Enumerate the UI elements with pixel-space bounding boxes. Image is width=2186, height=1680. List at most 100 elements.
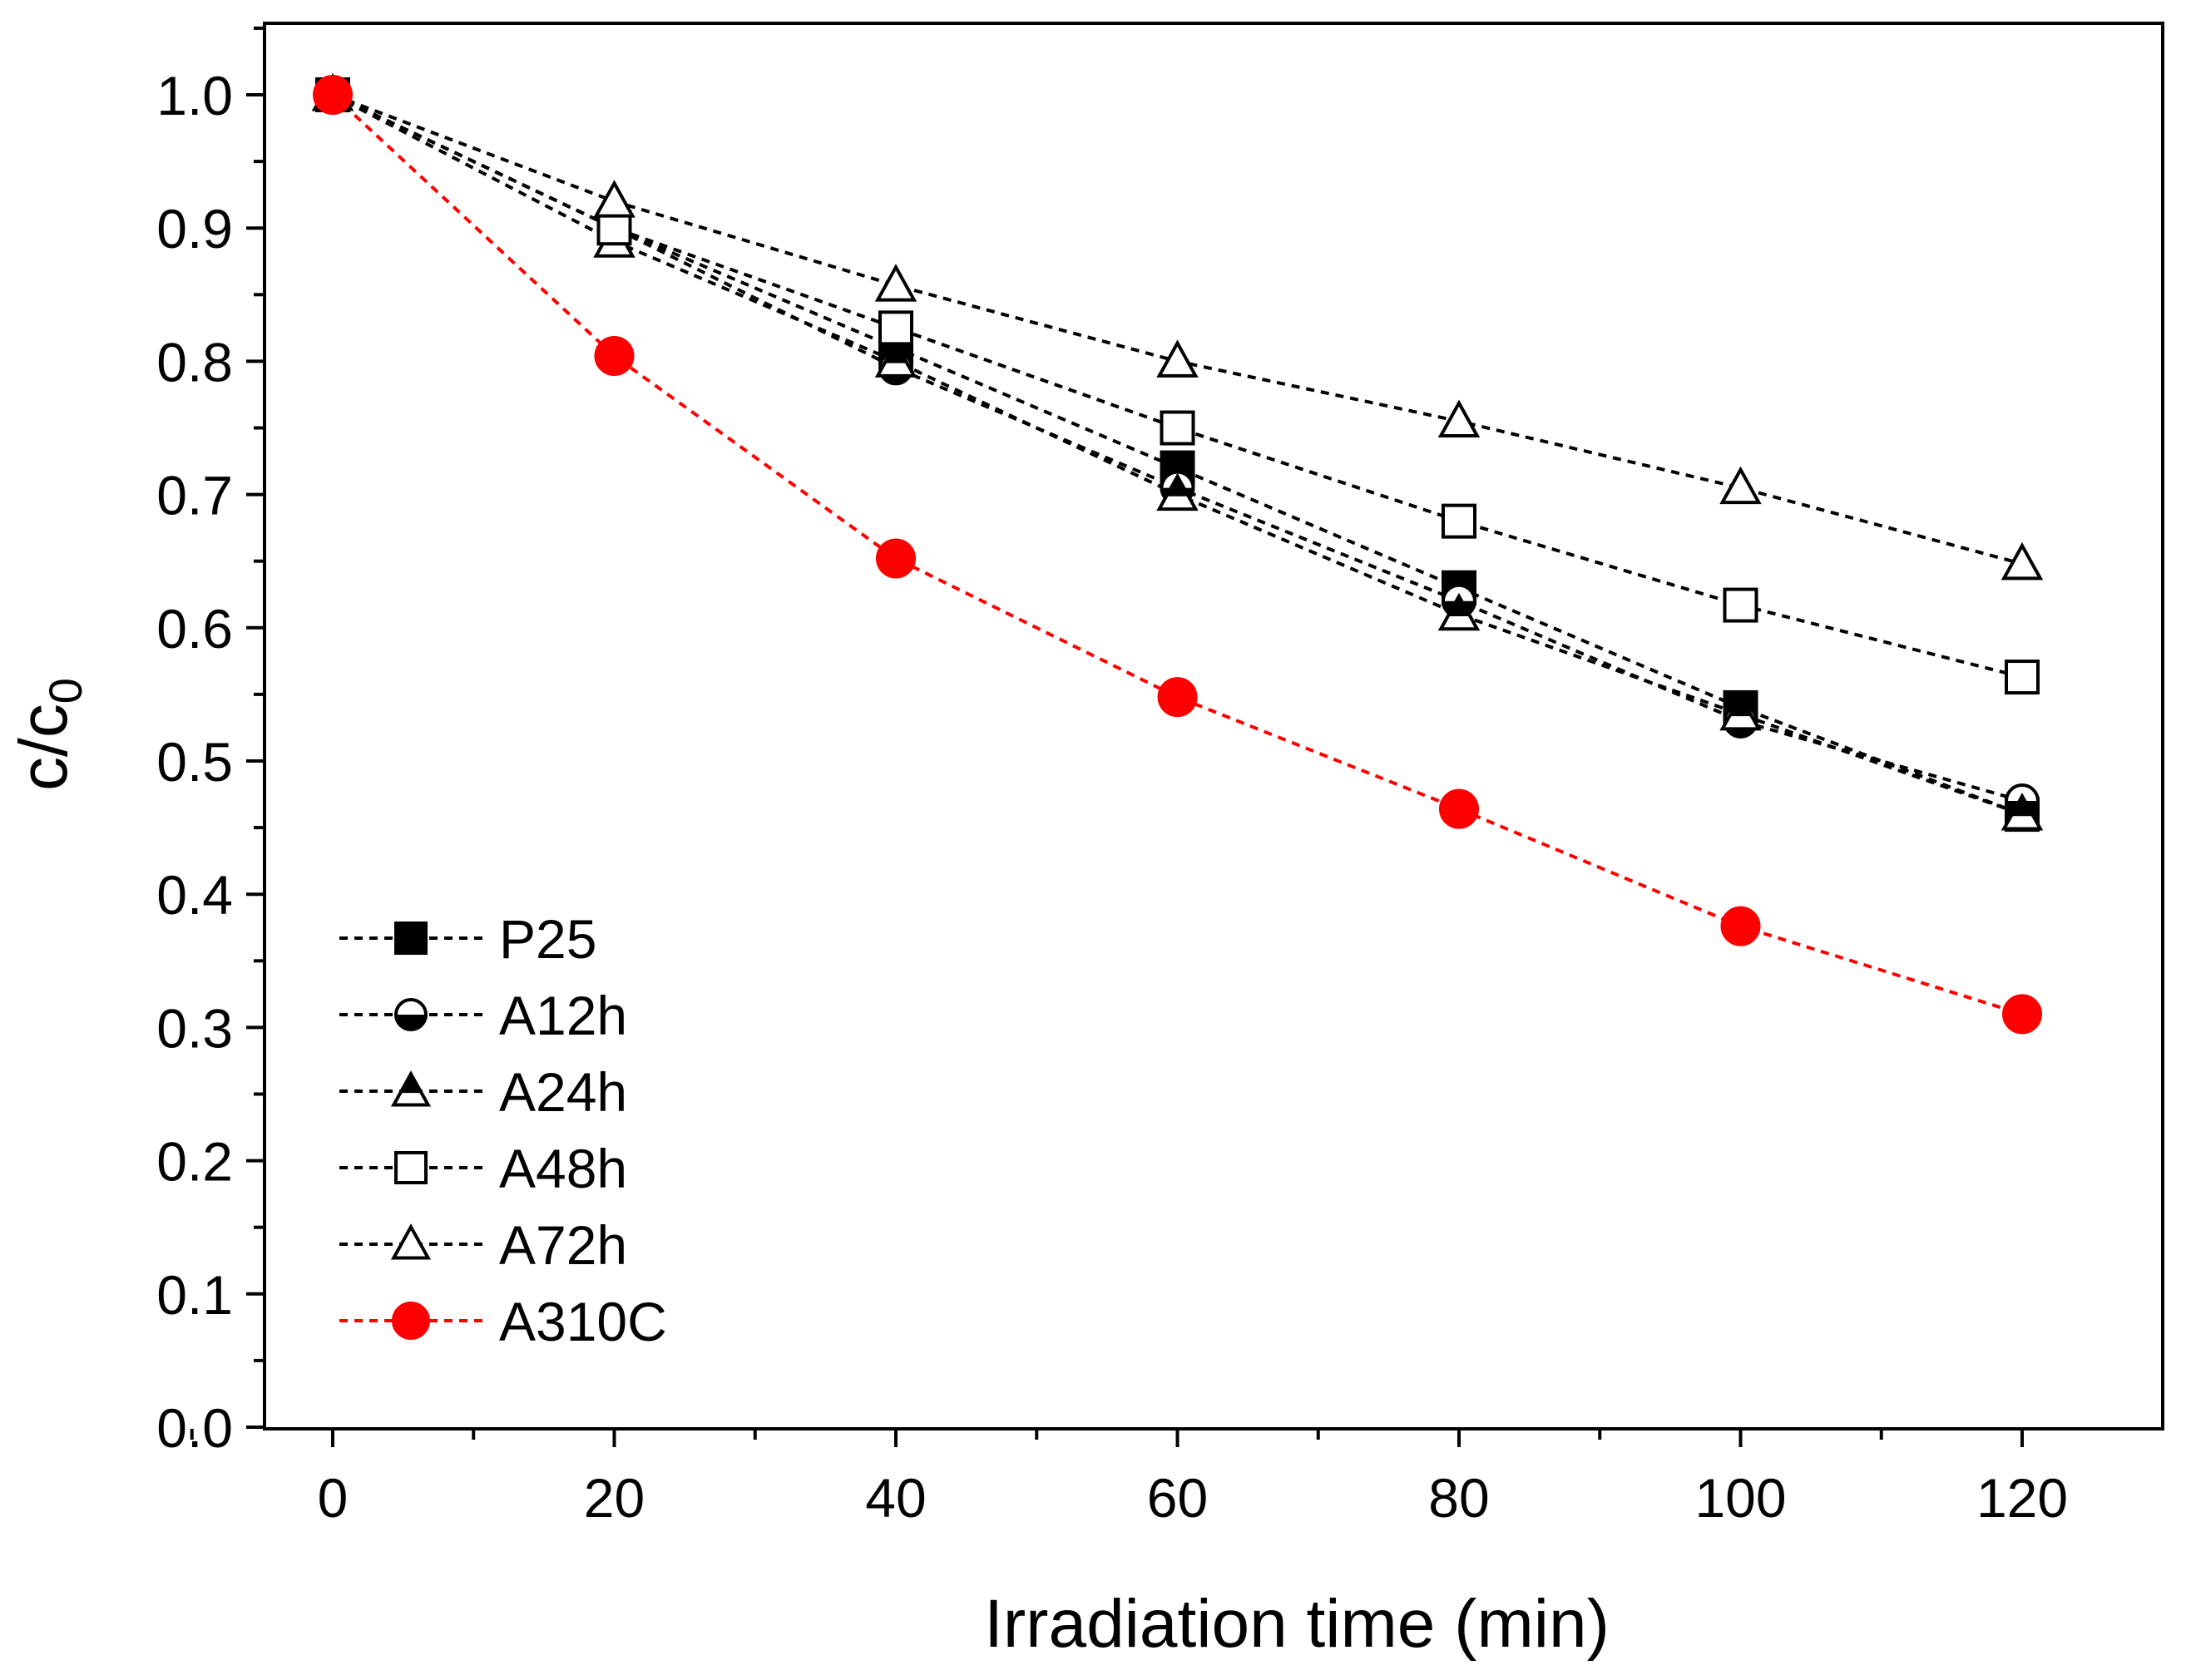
triangle-half-fill (1166, 476, 1189, 497)
data-point-a24h (1437, 592, 1481, 631)
legend-marker (392, 1302, 430, 1340)
data-point-a72h (1156, 339, 1199, 378)
data-point-a24h (1156, 472, 1199, 511)
circle-marker (2002, 994, 2042, 1035)
data-point-a24h (874, 339, 917, 378)
data-point-a48h (878, 310, 913, 346)
square-marker (394, 922, 428, 955)
plot-frame (263, 22, 2164, 1430)
legend-label: A72h (499, 1214, 627, 1276)
y-tick-label: 0.3 (156, 997, 233, 1059)
triangle-half-fill (884, 343, 908, 363)
legend-label: A12h (499, 985, 627, 1046)
square-marker (394, 1151, 428, 1184)
y-tick-label: 0.6 (156, 598, 233, 660)
legend-item-a72h: A72h (339, 1214, 627, 1276)
y-tick-label: 0.2 (156, 1131, 233, 1193)
square-marker (878, 310, 913, 346)
data-point-a310c (1157, 677, 1198, 718)
x-tick-label: 100 (1694, 1467, 1786, 1529)
legend: P25 A12h A24h A48h A72h A310C (339, 908, 667, 1352)
data-point-a24h (2001, 793, 2044, 831)
data-point-a72h (2001, 541, 2044, 581)
series-points-p25 (315, 77, 2040, 833)
legend-item-a12h: A12h (339, 985, 627, 1046)
x-axis-label: Irradiation time (min) (984, 1586, 1610, 1662)
y-axis-label: c/c0 (6, 678, 91, 791)
legend-item-p25: P25 (339, 908, 596, 970)
legend-marker (394, 998, 428, 1031)
triangle-marker (874, 264, 917, 302)
triangle-half-fill (1729, 696, 1752, 717)
legend-marker (390, 1223, 432, 1260)
triangle-marker (390, 1223, 432, 1260)
series-line-a48h (332, 93, 2023, 679)
y-tick-label: 0.4 (156, 864, 233, 926)
legend-item-a24h: A24h (339, 1061, 627, 1123)
x-tick-label: 80 (1428, 1467, 1489, 1529)
circle-half-fill (396, 1015, 426, 1030)
x-tick-label: 40 (865, 1467, 926, 1529)
triangle-half-fill (2010, 796, 2034, 817)
legend-label: A24h (499, 1061, 627, 1123)
data-point-a310c (1439, 788, 1479, 829)
circle-marker (876, 538, 916, 579)
legend-marker (394, 1151, 428, 1184)
square-marker (1160, 410, 1195, 446)
legend-marker (394, 922, 428, 955)
series-lines (331, 93, 2023, 1016)
circle-marker (313, 75, 353, 115)
circle-marker (594, 335, 635, 376)
data-point-a310c (1720, 906, 1761, 946)
x-tick-label: 20 (584, 1467, 645, 1529)
square-marker (2005, 660, 2040, 695)
data-point-a24h (1719, 692, 1762, 731)
data-point-a72h (874, 264, 917, 302)
y-tick-label: 1.0 (156, 65, 233, 126)
data-point-a72h (1719, 466, 1762, 505)
data-point-a48h (1723, 587, 1758, 623)
triangle-half-fill (1447, 595, 1471, 616)
data-point-a72h (1437, 399, 1481, 437)
triangle-half-fill (400, 1074, 422, 1094)
data-point-a48h (1160, 410, 1195, 446)
series-markers (311, 73, 2044, 1035)
circle-marker (1720, 906, 1761, 946)
triangle-marker (2001, 541, 2044, 581)
data-point-a48h (2005, 660, 2040, 695)
legend-label: A310C (499, 1291, 667, 1352)
y-tick-label: 0.5 (156, 731, 233, 793)
legend-item-a48h: A48h (339, 1138, 627, 1199)
triangle-marker (1437, 399, 1481, 437)
data-point-a72h (593, 180, 636, 218)
square-marker (1723, 587, 1758, 623)
series-line-a310c (331, 93, 2023, 1016)
data-point-a48h (1442, 503, 1476, 539)
data-point-a310c (876, 538, 916, 579)
legend-item-a310c: A310C (339, 1291, 667, 1352)
data-point-a310c (2002, 994, 2042, 1035)
axes: 0 20 40 60 80 100 120 0.0 0.1 0.2 0.3 0.4 0.5 0.6 0.7 0… (156, 22, 2164, 1529)
series-points-a48h (315, 77, 2040, 695)
x-tick-label: 60 (1147, 1467, 1208, 1529)
x-tick-label: 120 (1976, 1467, 2068, 1529)
y-tick-label: 0.7 (156, 465, 233, 526)
y-tick-label: 0.8 (156, 331, 233, 393)
y-tick-label: 0.9 (156, 198, 233, 259)
triangle-marker (1719, 466, 1762, 505)
data-point-a310c (313, 75, 353, 115)
x-tick-label: 0 (318, 1467, 349, 1529)
circle-marker (392, 1302, 430, 1340)
triangle-marker (593, 180, 636, 218)
legend-label: P25 (499, 908, 596, 970)
y-axis-label-main: c/c (6, 704, 82, 791)
series-points-a310c (313, 75, 2042, 1035)
y-tick-label: 0.1 (156, 1264, 233, 1326)
legend-marker (390, 1070, 432, 1107)
square-marker (1442, 503, 1476, 539)
y-tick-label: 0.0 (156, 1397, 233, 1459)
circle-marker (1439, 788, 1479, 829)
data-point-a310c (594, 335, 635, 376)
y-axis-label-subscript: 0 (39, 678, 91, 704)
